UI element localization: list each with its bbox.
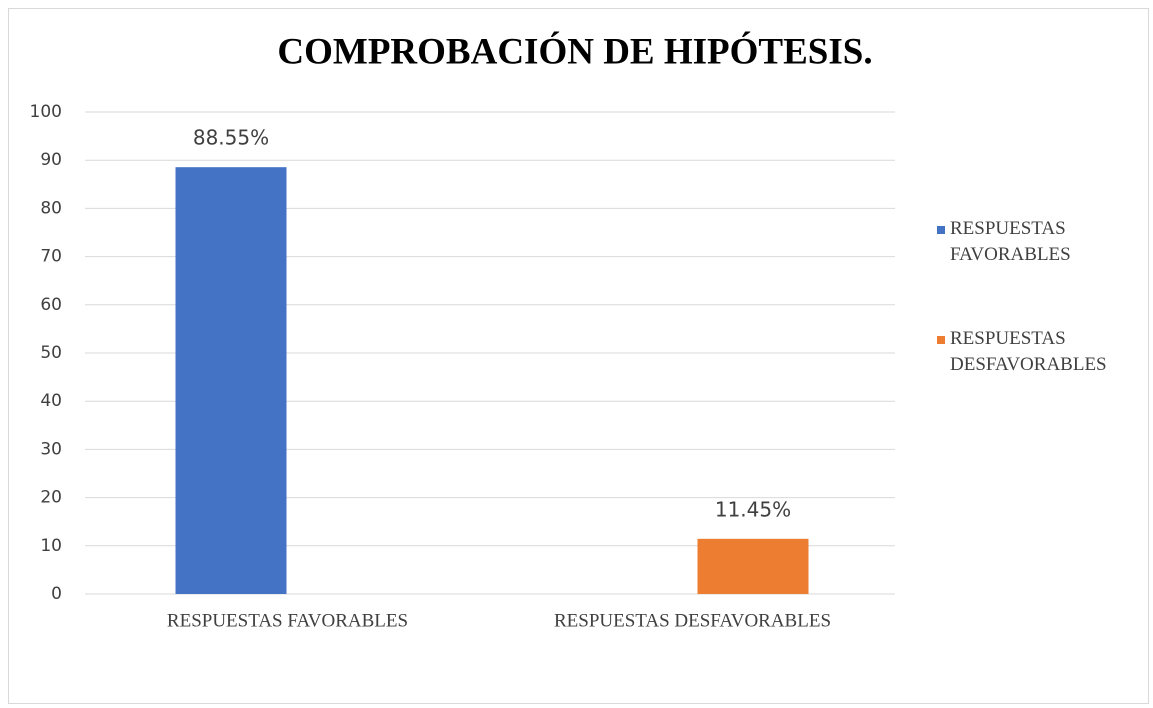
legend-label: RESPUESTAS FAVORABLES <box>950 218 1071 265</box>
y-tick-label: 30 <box>40 439 62 459</box>
chart-title: COMPROBACIÓN DE HIPÓTESIS. <box>277 30 872 72</box>
y-tick-label: 10 <box>40 536 62 556</box>
y-tick-label: 70 <box>40 247 62 267</box>
y-tick-label: 80 <box>40 198 62 218</box>
y-tick-label: 40 <box>40 391 62 411</box>
bar <box>697 538 809 594</box>
y-tick-label: 50 <box>40 343 62 363</box>
legend-swatch <box>937 336 945 344</box>
bar <box>175 167 287 594</box>
y-tick-label: 0 <box>51 584 62 604</box>
y-tick-label: 60 <box>40 295 62 315</box>
y-tick-label: 20 <box>40 488 62 508</box>
x-tick-label: RESPUESTAS DESFAVORABLES <box>554 610 831 631</box>
x-tick-label: RESPUESTAS FAVORABLES <box>167 610 408 631</box>
y-tick-label: 100 <box>30 102 62 122</box>
legend-swatch <box>937 226 945 234</box>
data-label: 88.55% <box>193 126 269 150</box>
legend-label: RESPUESTAS DESFAVORABLES <box>950 328 1107 375</box>
data-label: 11.45% <box>715 497 791 521</box>
y-tick-label: 90 <box>40 150 62 170</box>
